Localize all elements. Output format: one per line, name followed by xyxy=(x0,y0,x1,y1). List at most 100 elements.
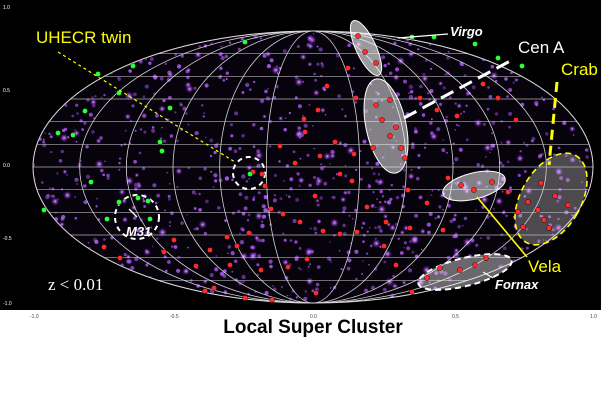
sky-glow-point xyxy=(277,115,284,122)
sky-glow-point xyxy=(167,70,172,75)
sky-glow-point xyxy=(259,98,265,104)
sky-glow-point xyxy=(283,128,287,132)
sky-glow-point xyxy=(233,149,238,154)
sky-glow-point xyxy=(76,112,79,115)
sky-glow-point xyxy=(297,126,302,130)
sky-glow-point xyxy=(94,95,97,98)
red-event-marker xyxy=(405,187,411,193)
sky-glow-point xyxy=(519,150,522,153)
sky-glow-point xyxy=(193,228,196,230)
sky-glow-point xyxy=(454,128,457,131)
sky-glow-point xyxy=(204,83,209,88)
sky-glow-point xyxy=(371,285,375,290)
red-event-marker xyxy=(161,249,167,255)
sky-glow-point xyxy=(379,201,382,204)
green-event-marker xyxy=(147,216,153,222)
sky-glow-point xyxy=(253,234,260,242)
sky-glow-point xyxy=(186,214,188,216)
sky-glow-point xyxy=(194,50,203,59)
sky-glow-point xyxy=(166,77,172,83)
sky-glow-point xyxy=(125,253,132,260)
sky-glow-point xyxy=(180,54,184,58)
red-event-marker xyxy=(393,262,399,268)
sky-glow-point xyxy=(224,54,228,59)
sky-glow-point xyxy=(463,216,468,221)
red-event-marker xyxy=(364,204,370,210)
sky-glow-point xyxy=(372,172,376,176)
sky-glow-point xyxy=(75,140,78,143)
sky-glow-point xyxy=(535,103,539,107)
sky-glow-point xyxy=(564,153,568,158)
sky-glow-point xyxy=(346,266,351,271)
red-event-marker xyxy=(349,178,355,184)
sky-glow-point xyxy=(167,197,171,201)
sky-glow-point xyxy=(475,243,479,247)
sky-glow-point xyxy=(143,248,152,256)
red-event-marker xyxy=(227,262,233,268)
vela-pointer xyxy=(476,196,528,258)
x-tick-label: 0.5 xyxy=(452,314,459,320)
red-event-marker xyxy=(379,117,385,123)
sky-glow-point xyxy=(347,258,352,263)
cen-a-label: Cen A xyxy=(518,38,565,57)
sky-glow-point xyxy=(461,224,464,227)
sky-glow-point xyxy=(213,173,218,178)
sky-glow-point xyxy=(508,111,513,116)
red-event-marker xyxy=(304,256,310,262)
sky-glow-point xyxy=(225,77,228,81)
sky-glow-point xyxy=(366,252,369,255)
sky-glow-point xyxy=(50,196,60,206)
sky-glow-point xyxy=(238,147,242,150)
sky-glow-point xyxy=(187,123,190,126)
sky-glow-point xyxy=(465,138,469,142)
sky-glow-point xyxy=(245,82,250,88)
green-event-marker xyxy=(95,71,101,77)
sky-glow-point xyxy=(341,108,344,111)
sky-glow-point xyxy=(509,72,513,75)
sky-glow-point xyxy=(382,287,387,292)
sky-glow-point xyxy=(286,294,289,297)
sky-glow-point xyxy=(64,103,68,107)
sky-glow-point xyxy=(91,130,95,134)
sky-glow-point xyxy=(160,76,164,81)
sky-glow-point xyxy=(298,267,301,270)
sky-glow-point xyxy=(399,229,406,236)
sky-glow-point xyxy=(85,145,89,149)
sky-glow-point xyxy=(143,130,147,134)
sky-glow-point xyxy=(434,217,438,220)
sky-glow-point xyxy=(205,199,209,204)
red-event-marker xyxy=(362,49,368,55)
sky-glow-point xyxy=(121,216,129,224)
red-event-marker xyxy=(317,153,323,159)
sky-glow-point xyxy=(337,140,344,146)
sky-glow-point xyxy=(48,187,52,190)
sky-glow-point xyxy=(214,143,219,148)
sky-glow-point xyxy=(83,200,88,205)
sky-glow-point xyxy=(402,185,405,189)
sky-glow-point xyxy=(222,79,226,82)
red-event-marker xyxy=(424,275,430,281)
red-event-marker xyxy=(171,237,177,243)
sky-glow-point xyxy=(347,190,351,195)
sky-glow-point xyxy=(584,148,589,152)
sky-glow-point xyxy=(313,72,316,76)
sky-glow-point xyxy=(176,64,182,69)
sky-glow-point xyxy=(238,192,243,196)
sky-glow-point xyxy=(138,59,143,64)
sky-glow-point xyxy=(316,199,319,203)
virgo-pointer xyxy=(397,33,449,39)
sky-glow-point xyxy=(224,219,228,223)
red-event-marker xyxy=(409,289,415,295)
sky-glow-point xyxy=(381,55,386,60)
red-event-marker xyxy=(437,265,443,271)
sky-glow-point xyxy=(411,250,415,254)
sky-glow-point xyxy=(438,205,442,209)
red-event-marker xyxy=(480,81,486,87)
sky-glow-point xyxy=(329,152,336,160)
sky-glow-point xyxy=(71,114,75,118)
sky-glow-point xyxy=(252,198,256,201)
sky-glow-point xyxy=(195,227,199,231)
sky-glow-point xyxy=(60,149,64,154)
sky-glow-point xyxy=(54,211,57,214)
